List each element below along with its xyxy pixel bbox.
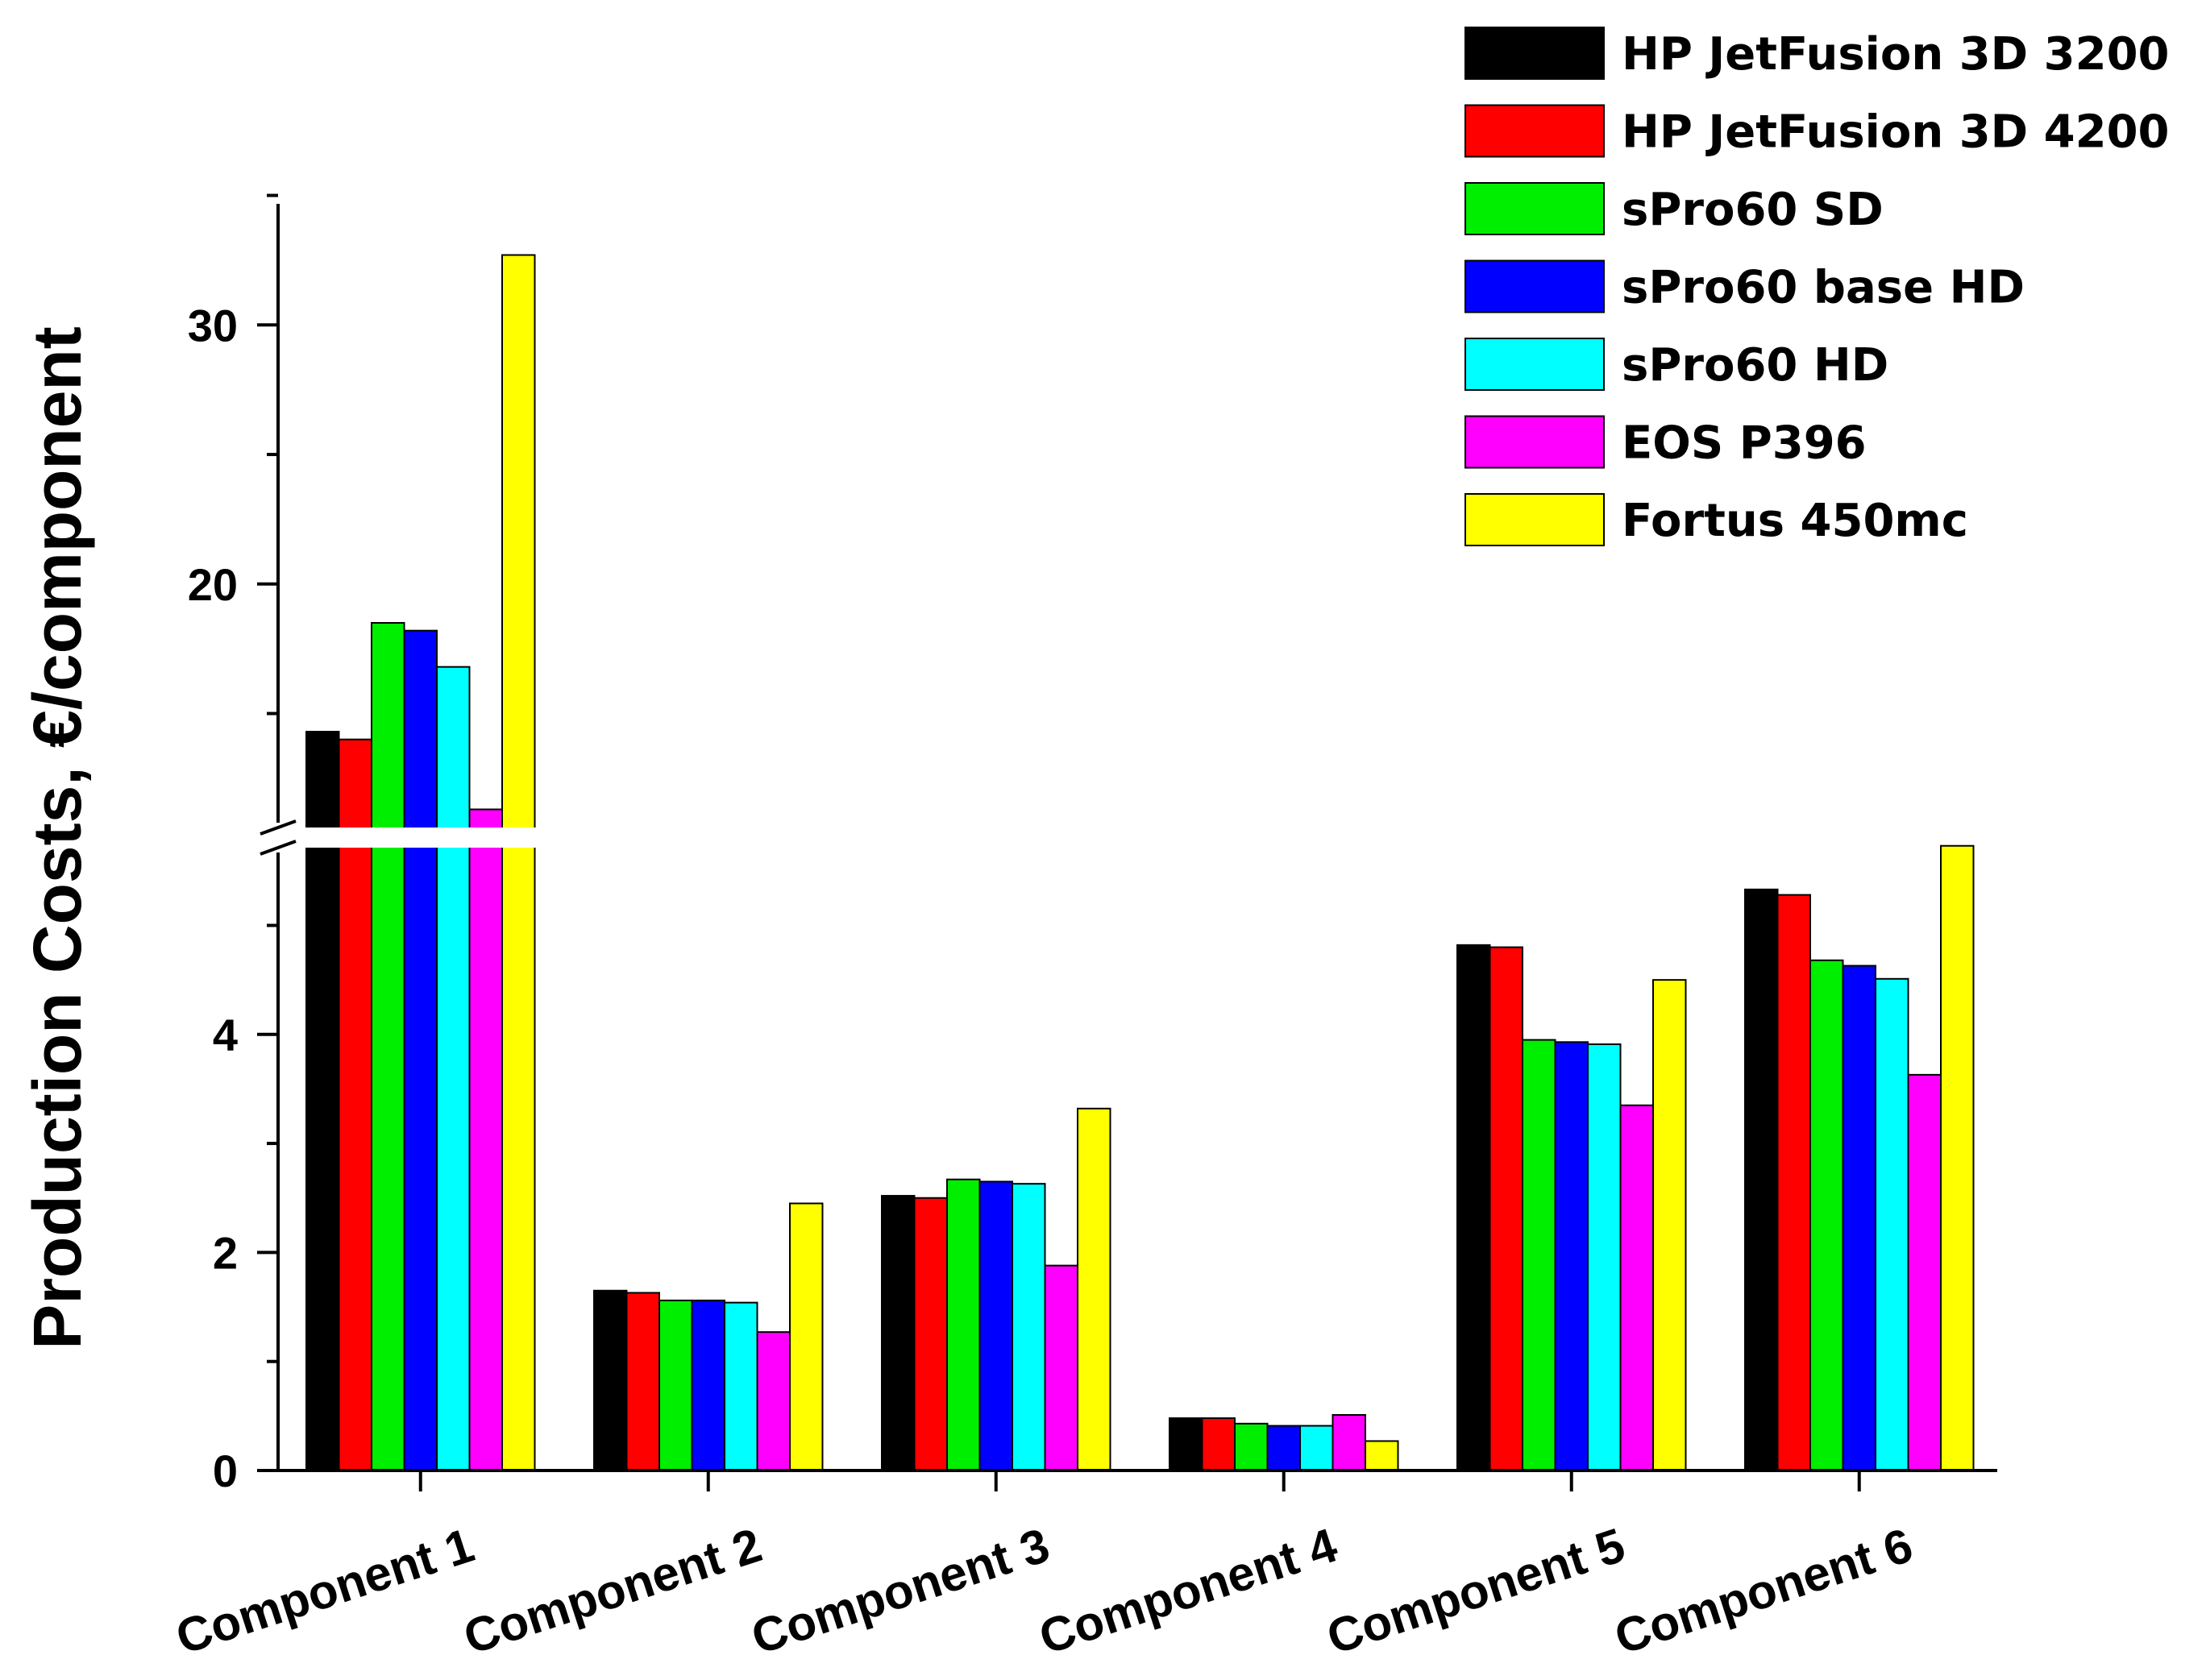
legend-swatch <box>1464 338 1605 391</box>
x-tick-label: Component 2 <box>457 1518 767 1665</box>
bar-2-7 <box>789 1202 824 1471</box>
bar-4-6 <box>1331 1413 1366 1471</box>
legend-label: HP JetFusion 3D 4200 <box>1622 106 2170 159</box>
bar-2-4 <box>691 1299 725 1471</box>
axis-break-gap <box>254 828 556 848</box>
bar-5-6 <box>1619 1104 1654 1471</box>
bar-1-3 <box>371 622 405 1471</box>
bar-1-7 <box>501 254 536 1471</box>
bar-4-7 <box>1365 1440 1399 1471</box>
x-tick-label: Component 1 <box>169 1518 480 1665</box>
bar-3-2 <box>913 1197 948 1471</box>
bar-6-3 <box>1809 959 1844 1471</box>
bar-1-5 <box>436 666 471 1471</box>
bar-2-6 <box>756 1331 791 1471</box>
y-tick-label: 0 <box>213 1446 238 1496</box>
axis-break-mark-lower <box>260 840 297 856</box>
x-tick-label: Component 3 <box>745 1518 1055 1665</box>
bar-2-3 <box>658 1299 693 1471</box>
legend-swatch <box>1464 27 1605 80</box>
bar-3-4 <box>978 1180 1013 1471</box>
y-tick-label: 30 <box>188 300 238 351</box>
bar-5-5 <box>1587 1043 1622 1472</box>
bar-3-1 <box>881 1195 916 1471</box>
bar-5-7 <box>1652 979 1687 1471</box>
bar-6-6 <box>1907 1073 1942 1471</box>
legend-label: sPro60 SD <box>1622 184 1884 236</box>
axes-layer: 0 2 4 20 30 <box>188 193 1997 1496</box>
y-tick-label: 20 <box>188 559 238 610</box>
x-tick-label: Component 4 <box>1032 1517 1344 1664</box>
bar-6-7 <box>1940 844 1975 1471</box>
bar-4-1 <box>1169 1417 1203 1472</box>
bar-1-6 <box>468 808 503 1471</box>
bar-4-4 <box>1266 1425 1301 1471</box>
legend-label: HP JetFusion 3D 3200 <box>1622 28 2170 81</box>
legend-label: EOS P396 <box>1622 417 1867 470</box>
legend-swatch <box>1464 415 1605 469</box>
bar-1-4 <box>403 629 438 1471</box>
bar-5-1 <box>1456 944 1491 1471</box>
legend-swatch <box>1464 182 1605 235</box>
bars-layer <box>254 254 1975 1472</box>
bar-4-3 <box>1234 1422 1269 1472</box>
bar-4-5 <box>1299 1425 1334 1471</box>
x-tick-label: Component 5 <box>1320 1518 1631 1665</box>
axis-break-mark-upper <box>260 819 297 836</box>
bar-3-7 <box>1077 1107 1111 1471</box>
bar-2-1 <box>593 1289 628 1471</box>
bar-1-2 <box>338 738 372 1471</box>
bar-2-2 <box>625 1292 660 1472</box>
bar-6-2 <box>1776 894 1811 1471</box>
bar-3-6 <box>1044 1264 1078 1471</box>
bar-5-4 <box>1554 1041 1589 1471</box>
bar-4-2 <box>1201 1417 1236 1472</box>
bar-1-1 <box>305 731 340 1471</box>
legend-label: Fortus 450mc <box>1622 495 1968 547</box>
bar-3-3 <box>946 1178 981 1472</box>
bar-6-4 <box>1842 964 1876 1472</box>
legend: HP JetFusion 3D 3200 HP JetFusion 3D 4200… <box>1464 27 2170 547</box>
bar-3-5 <box>1012 1183 1046 1471</box>
bar-2-5 <box>724 1301 758 1471</box>
y-tick-label: 4 <box>213 1010 238 1060</box>
legend-swatch <box>1464 259 1605 313</box>
legend-label: sPro60 HD <box>1622 339 1888 392</box>
legend-swatch <box>1464 493 1605 546</box>
legend-label: sPro60 base HD <box>1622 262 2025 314</box>
bar-5-3 <box>1522 1039 1556 1471</box>
y-tick-label: 2 <box>213 1227 238 1278</box>
bar-6-1 <box>1744 888 1779 1471</box>
bar-5-2 <box>1489 946 1523 1472</box>
legend-swatch <box>1464 104 1605 158</box>
bar-6-5 <box>1875 977 1909 1471</box>
y-axis-title: Production Costs, €/component <box>19 326 95 1349</box>
x-tick-label: Component 6 <box>1608 1518 1918 1665</box>
